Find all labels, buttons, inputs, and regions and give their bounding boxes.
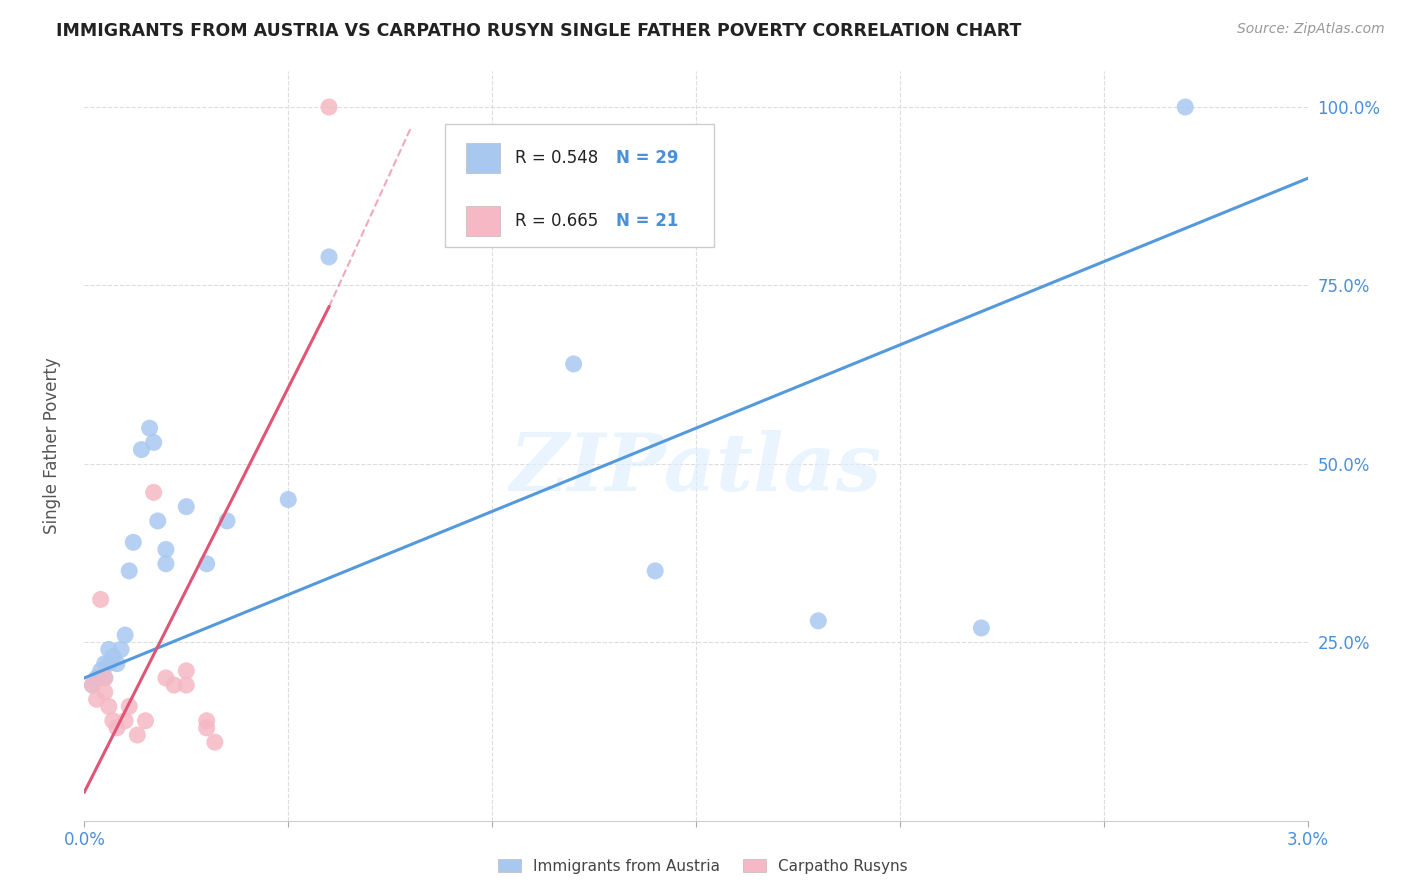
Point xyxy=(86,692,108,706)
Point xyxy=(138,421,160,435)
Point xyxy=(97,657,120,671)
Text: IMMIGRANTS FROM AUSTRIA VS CARPATHO RUSYN SINGLE FATHER POVERTY CORRELATION CHAR: IMMIGRANTS FROM AUSTRIA VS CARPATHO RUSY… xyxy=(56,22,1022,40)
Point xyxy=(86,671,108,685)
Point xyxy=(105,721,128,735)
Point xyxy=(127,728,149,742)
Point xyxy=(135,714,157,728)
Text: ZIPatlas: ZIPatlas xyxy=(510,430,882,508)
Point xyxy=(176,678,198,692)
Point xyxy=(82,678,104,692)
Text: Source: ZipAtlas.com: Source: ZipAtlas.com xyxy=(1237,22,1385,37)
Point xyxy=(101,649,124,664)
Text: N = 29: N = 29 xyxy=(616,149,679,167)
Text: N = 21: N = 21 xyxy=(616,212,679,230)
Point xyxy=(644,564,666,578)
Point xyxy=(101,714,124,728)
Point xyxy=(110,642,132,657)
Point xyxy=(90,664,112,678)
Point xyxy=(97,699,120,714)
Point xyxy=(97,642,120,657)
Point xyxy=(131,442,153,457)
FancyBboxPatch shape xyxy=(465,206,501,236)
Point xyxy=(176,664,198,678)
Point xyxy=(142,485,165,500)
Point xyxy=(155,557,177,571)
Point xyxy=(204,735,226,749)
Point xyxy=(90,592,112,607)
Point xyxy=(93,685,117,699)
Legend: Immigrants from Austria, Carpatho Rusyns: Immigrants from Austria, Carpatho Rusyns xyxy=(492,853,914,880)
Point xyxy=(93,657,117,671)
Point xyxy=(277,492,299,507)
Point xyxy=(970,621,993,635)
Point xyxy=(807,614,830,628)
Point xyxy=(318,100,340,114)
Text: R = 0.665: R = 0.665 xyxy=(515,212,598,230)
Point xyxy=(105,657,128,671)
Point xyxy=(155,542,177,557)
Point xyxy=(163,678,186,692)
Point xyxy=(217,514,239,528)
Point xyxy=(318,250,340,264)
Point xyxy=(155,671,177,685)
Point xyxy=(93,671,117,685)
Text: R = 0.548: R = 0.548 xyxy=(515,149,598,167)
Point xyxy=(122,535,145,549)
Point xyxy=(93,671,117,685)
Point xyxy=(118,699,141,714)
Point xyxy=(82,678,104,692)
Point xyxy=(562,357,585,371)
Point xyxy=(146,514,169,528)
Point xyxy=(1174,100,1197,114)
Point xyxy=(114,714,136,728)
Point xyxy=(176,500,198,514)
FancyBboxPatch shape xyxy=(465,143,501,172)
Point xyxy=(195,557,218,571)
Point xyxy=(142,435,165,450)
Point xyxy=(118,564,141,578)
FancyBboxPatch shape xyxy=(446,124,714,247)
Point xyxy=(195,714,218,728)
Point xyxy=(114,628,136,642)
Y-axis label: Single Father Poverty: Single Father Poverty xyxy=(42,358,60,534)
Point xyxy=(195,721,218,735)
